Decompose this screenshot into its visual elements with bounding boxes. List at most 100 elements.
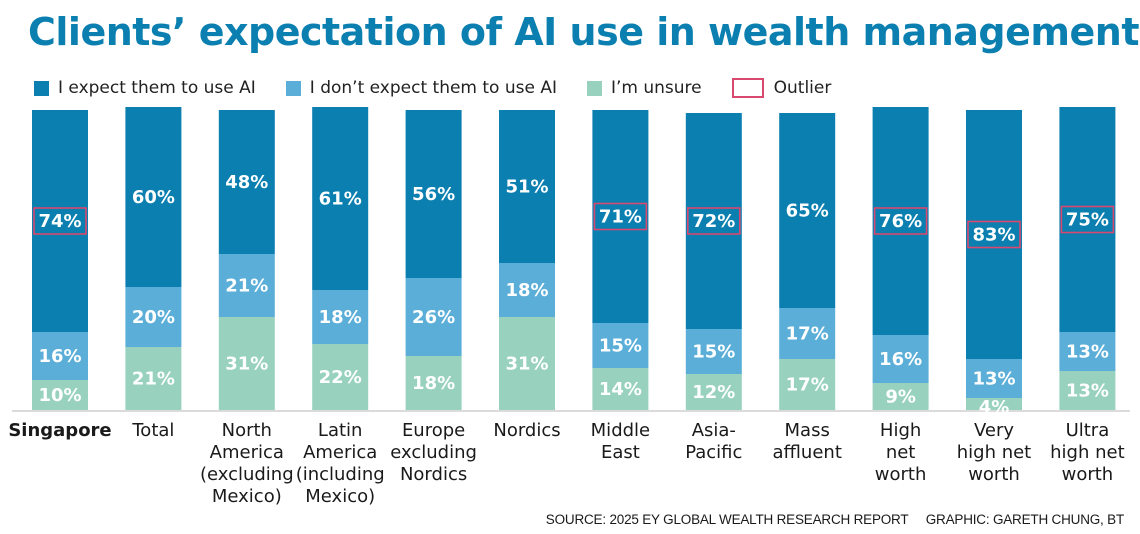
- data-label-i-m-unsure-europe-excluding-nordics: 18%: [412, 373, 455, 394]
- category-label-ultra-high-net-worth: Ultra high net worth: [1050, 420, 1125, 485]
- data-label-i-expect-them-to-use-ai-high-net-worth: 76%: [879, 211, 922, 232]
- legend-label-unsure: I’m unsure: [611, 78, 702, 98]
- data-label-i-m-unsure-nordics: 31%: [505, 354, 548, 375]
- data-label-i-don-t-expect-them-to-use-ai-north-america-excluding-mexico: 21%: [225, 276, 268, 297]
- bar-segment-i-don-t-expect-them-to-use-ai-asia-pacific: [685, 329, 742, 374]
- data-label-i-expect-them-to-use-ai-ultra-high-net-worth: 75%: [1066, 210, 1109, 231]
- data-label-i-don-t-expect-them-to-use-ai-total: 20%: [132, 307, 175, 328]
- bar-segment-i-expect-them-to-use-ai-asia-pacific: [685, 113, 742, 329]
- bar-segment-i-don-t-expect-them-to-use-ai-ultra-high-net-worth: [1059, 332, 1116, 371]
- category-label-very-high-net-worth: Very high net worth: [957, 420, 1032, 485]
- bar-segment-i-expect-them-to-use-ai-high-net-worth: [872, 107, 929, 335]
- data-label-i-don-t-expect-them-to-use-ai-europe-excluding-nordics: 26%: [412, 307, 455, 328]
- bar-segment-i-expect-them-to-use-ai-latin-america-including-mexico: [312, 107, 369, 290]
- outlier-box-asia-pacific: [686, 207, 741, 235]
- category-label-middle-east: Middle East: [591, 420, 650, 463]
- bar-segment-i-m-unsure-latin-america-including-mexico: [312, 344, 369, 410]
- data-label-i-expect-them-to-use-ai-very-high-net-worth: 83%: [972, 225, 1015, 246]
- data-label-i-don-t-expect-them-to-use-ai-ultra-high-net-worth: 13%: [1066, 342, 1109, 363]
- outlier-box-singapore: [33, 207, 87, 235]
- bar-segment-i-don-t-expect-them-to-use-ai-high-net-worth: [872, 335, 929, 383]
- bar-segment-i-don-t-expect-them-to-use-ai-singapore: [32, 332, 88, 380]
- data-label-i-don-t-expect-them-to-use-ai-high-net-worth: 16%: [879, 349, 922, 370]
- legend-swatch-outlier: [731, 78, 764, 98]
- category-label-europe-excluding-nordics: Europe excluding Nordics: [390, 420, 477, 485]
- bar-segment-i-expect-them-to-use-ai-total: [125, 107, 182, 287]
- data-label-i-don-t-expect-them-to-use-ai-nordics: 18%: [505, 280, 548, 301]
- bar-segment-i-don-t-expect-them-to-use-ai-total: [125, 287, 182, 347]
- data-label-i-expect-them-to-use-ai-middle-east: 71%: [599, 207, 642, 228]
- bar-segment-i-m-unsure-mass-affluent: [779, 359, 836, 410]
- footer-credits: SOURCE: 2025 EY GLOBAL WEALTH RESEARCH R…: [546, 512, 1124, 527]
- graphic-credit: GRAPHIC: GARETH CHUNG, BT: [925, 512, 1124, 527]
- bar-segment-i-m-unsure-ultra-high-net-worth: [1059, 371, 1116, 410]
- legend-item-outlier: Outlier: [731, 78, 832, 98]
- category-label-latin-america-including-mexico: Latin America (including Mexico): [296, 420, 385, 507]
- data-label-i-expect-them-to-use-ai-mass-affluent: 65%: [786, 201, 829, 222]
- bar-segment-i-expect-them-to-use-ai-north-america-excluding-mexico: [218, 110, 275, 254]
- data-label-i-don-t-expect-them-to-use-ai-very-high-net-worth: 13%: [972, 369, 1015, 390]
- data-label-i-m-unsure-very-high-net-worth: 4%: [979, 397, 1010, 418]
- category-label-mass-affluent: Mass affluent: [773, 420, 842, 463]
- category-label-total: Total: [131, 420, 174, 441]
- legend-item-expect: I expect them to use AI: [34, 78, 256, 98]
- legend-item-unsure: I’m unsure: [587, 78, 702, 98]
- bar-segment-i-m-unsure-europe-excluding-nordics: [405, 356, 462, 410]
- data-label-i-don-t-expect-them-to-use-ai-latin-america-including-mexico: 18%: [319, 307, 362, 328]
- bar-segment-i-expect-them-to-use-ai-nordics: [499, 110, 555, 263]
- category-label-asia-pacific: Asia-Pacific: [685, 420, 742, 463]
- bar-segment-i-expect-them-to-use-ai-mass-affluent: [779, 113, 836, 308]
- data-label-i-m-unsure-total: 21%: [132, 369, 175, 390]
- chart-title: Clients’ expectation of AI use in wealth…: [28, 10, 1140, 54]
- outlier-box-very-high-net-worth: [967, 220, 1021, 249]
- legend-swatch-dont-expect: [285, 80, 301, 96]
- legend-swatch-expect: [34, 80, 49, 96]
- bar-segment-i-don-t-expect-them-to-use-ai-nordics: [499, 263, 555, 317]
- bar-segment-i-m-unsure-north-america-excluding-mexico: [218, 317, 275, 410]
- data-label-i-expect-them-to-use-ai-total: 60%: [132, 187, 175, 208]
- data-label-i-expect-them-to-use-ai-asia-pacific: 72%: [692, 211, 735, 232]
- bar-segment-i-expect-them-to-use-ai-ultra-high-net-worth: [1059, 107, 1116, 332]
- data-label-i-m-unsure-north-america-excluding-mexico: 31%: [225, 354, 268, 375]
- bar-segment-i-m-unsure-high-net-worth: [872, 383, 929, 410]
- data-label-i-don-t-expect-them-to-use-ai-mass-affluent: 17%: [786, 324, 829, 345]
- data-label-i-expect-them-to-use-ai-latin-america-including-mexico: 61%: [319, 189, 362, 210]
- legend-label-dont-expect: I don’t expect them to use AI: [309, 78, 557, 98]
- data-label-i-m-unsure-middle-east: 14%: [599, 379, 642, 400]
- legend-item-dont-expect: I don’t expect them to use AI: [285, 78, 557, 98]
- bar-segment-i-don-t-expect-them-to-use-ai-very-high-net-worth: [966, 359, 1022, 398]
- bar-segment-i-don-t-expect-them-to-use-ai-europe-excluding-nordics: [405, 278, 462, 356]
- data-label-i-don-t-expect-them-to-use-ai-middle-east: 15%: [599, 336, 642, 357]
- data-label-i-expect-them-to-use-ai-north-america-excluding-mexico: 48%: [225, 172, 268, 193]
- bar-segment-i-expect-them-to-use-ai-singapore: [32, 110, 88, 332]
- category-labels-group: Singapore Total North America (excluding Mexi…: [8, 420, 1124, 507]
- bar-segment-i-don-t-expect-them-to-use-ai-north-america-excluding-mexico: [218, 254, 275, 317]
- data-label-i-m-unsure-singapore: 10%: [38, 385, 81, 406]
- outlier-box-high-net-worth: [873, 207, 928, 235]
- bar-segment-i-m-unsure-asia-pacific: [685, 374, 742, 410]
- data-label-i-don-t-expect-them-to-use-ai-singapore: 16%: [38, 346, 81, 367]
- legend-swatch-unsure: [587, 80, 602, 96]
- bars-group: 10% 16% 74% 21% 20% 60% 31% 21% 48% 22% 18% 61% 18% 2…: [32, 107, 1116, 418]
- data-label-i-m-unsure-ultra-high-net-worth: 13%: [1066, 381, 1109, 402]
- data-label-i-m-unsure-asia-pacific: 12%: [692, 382, 735, 403]
- bar-segment-i-expect-them-to-use-ai-very-high-net-worth: [966, 110, 1022, 359]
- data-label-i-expect-them-to-use-ai-europe-excluding-nordics: 56%: [412, 184, 455, 205]
- bar-segment-i-expect-them-to-use-ai-middle-east: [592, 110, 649, 323]
- bar-segment-i-don-t-expect-them-to-use-ai-latin-america-including-mexico: [312, 290, 369, 344]
- data-label-i-m-unsure-mass-affluent: 17%: [786, 375, 829, 396]
- category-label-high-net-worth: High net worth: [875, 420, 927, 485]
- bar-segment-i-m-unsure-middle-east: [592, 368, 649, 410]
- category-label-north-america-excluding-mexico: North America (excluding Mexico): [200, 420, 294, 507]
- category-label-singapore: Singapore: [8, 420, 111, 441]
- bar-segment-i-don-t-expect-them-to-use-ai-middle-east: [592, 323, 649, 368]
- bar-segment-i-m-unsure-nordics: [499, 317, 555, 410]
- legend-label-outlier: Outlier: [773, 78, 832, 98]
- bar-segment-i-m-unsure-very-high-net-worth: [966, 398, 1022, 410]
- legend-label-expect: I expect them to use AI: [58, 78, 256, 98]
- outlier-box-middle-east: [593, 202, 648, 231]
- bar-segment-i-don-t-expect-them-to-use-ai-mass-affluent: [779, 308, 836, 359]
- data-label-i-expect-them-to-use-ai-nordics: 51%: [505, 177, 548, 198]
- category-label-nordics: Nordics: [493, 420, 560, 441]
